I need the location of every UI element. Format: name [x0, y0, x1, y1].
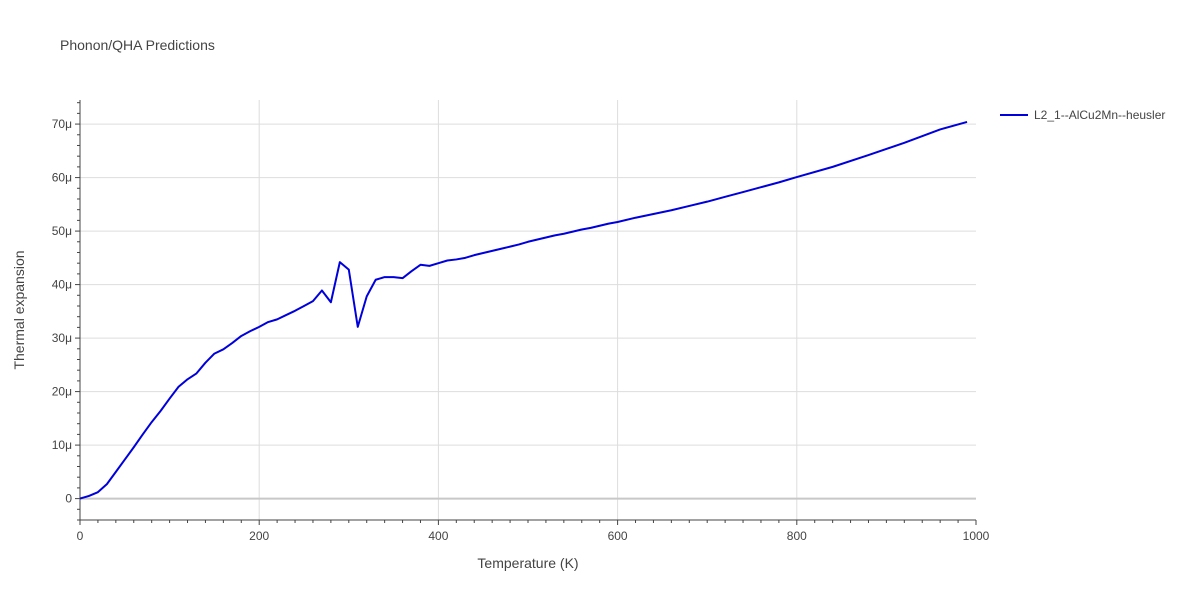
y-tick-label: 10μ	[52, 438, 72, 452]
y-tick-label: 60μ	[52, 171, 72, 185]
x-axis-title: Temperature (K)	[477, 555, 578, 571]
x-tick-label: 400	[428, 529, 448, 543]
legend-label: L2_1--AlCu2Mn--heusler	[1034, 108, 1165, 122]
y-tick-label: 30μ	[52, 331, 72, 345]
x-tick-label: 0	[77, 529, 84, 543]
legend[interactable]: L2_1--AlCu2Mn--heusler	[1000, 108, 1165, 122]
y-axis-title: Thermal expansion	[11, 250, 27, 369]
x-tick-label: 200	[249, 529, 269, 543]
y-tick-label: 0	[65, 492, 72, 506]
x-tick-label: 800	[787, 529, 807, 543]
gridlines	[80, 100, 976, 520]
y-tick-label: 20μ	[52, 385, 72, 399]
x-tick-label: 1000	[963, 529, 990, 543]
series-layer	[79, 120, 968, 500]
y-tick-label: 50μ	[52, 224, 72, 238]
y-tick-label: 40μ	[52, 278, 72, 292]
chart-title: Phonon/QHA Predictions	[60, 37, 215, 53]
series-line	[79, 120, 968, 500]
x-tick-label: 600	[608, 529, 628, 543]
axes: 0 10μ 20μ 30μ 40μ 50μ 60μ 70μ 0 200 400 600 800 1000	[52, 100, 990, 543]
y-tick-label: 70μ	[52, 117, 72, 131]
